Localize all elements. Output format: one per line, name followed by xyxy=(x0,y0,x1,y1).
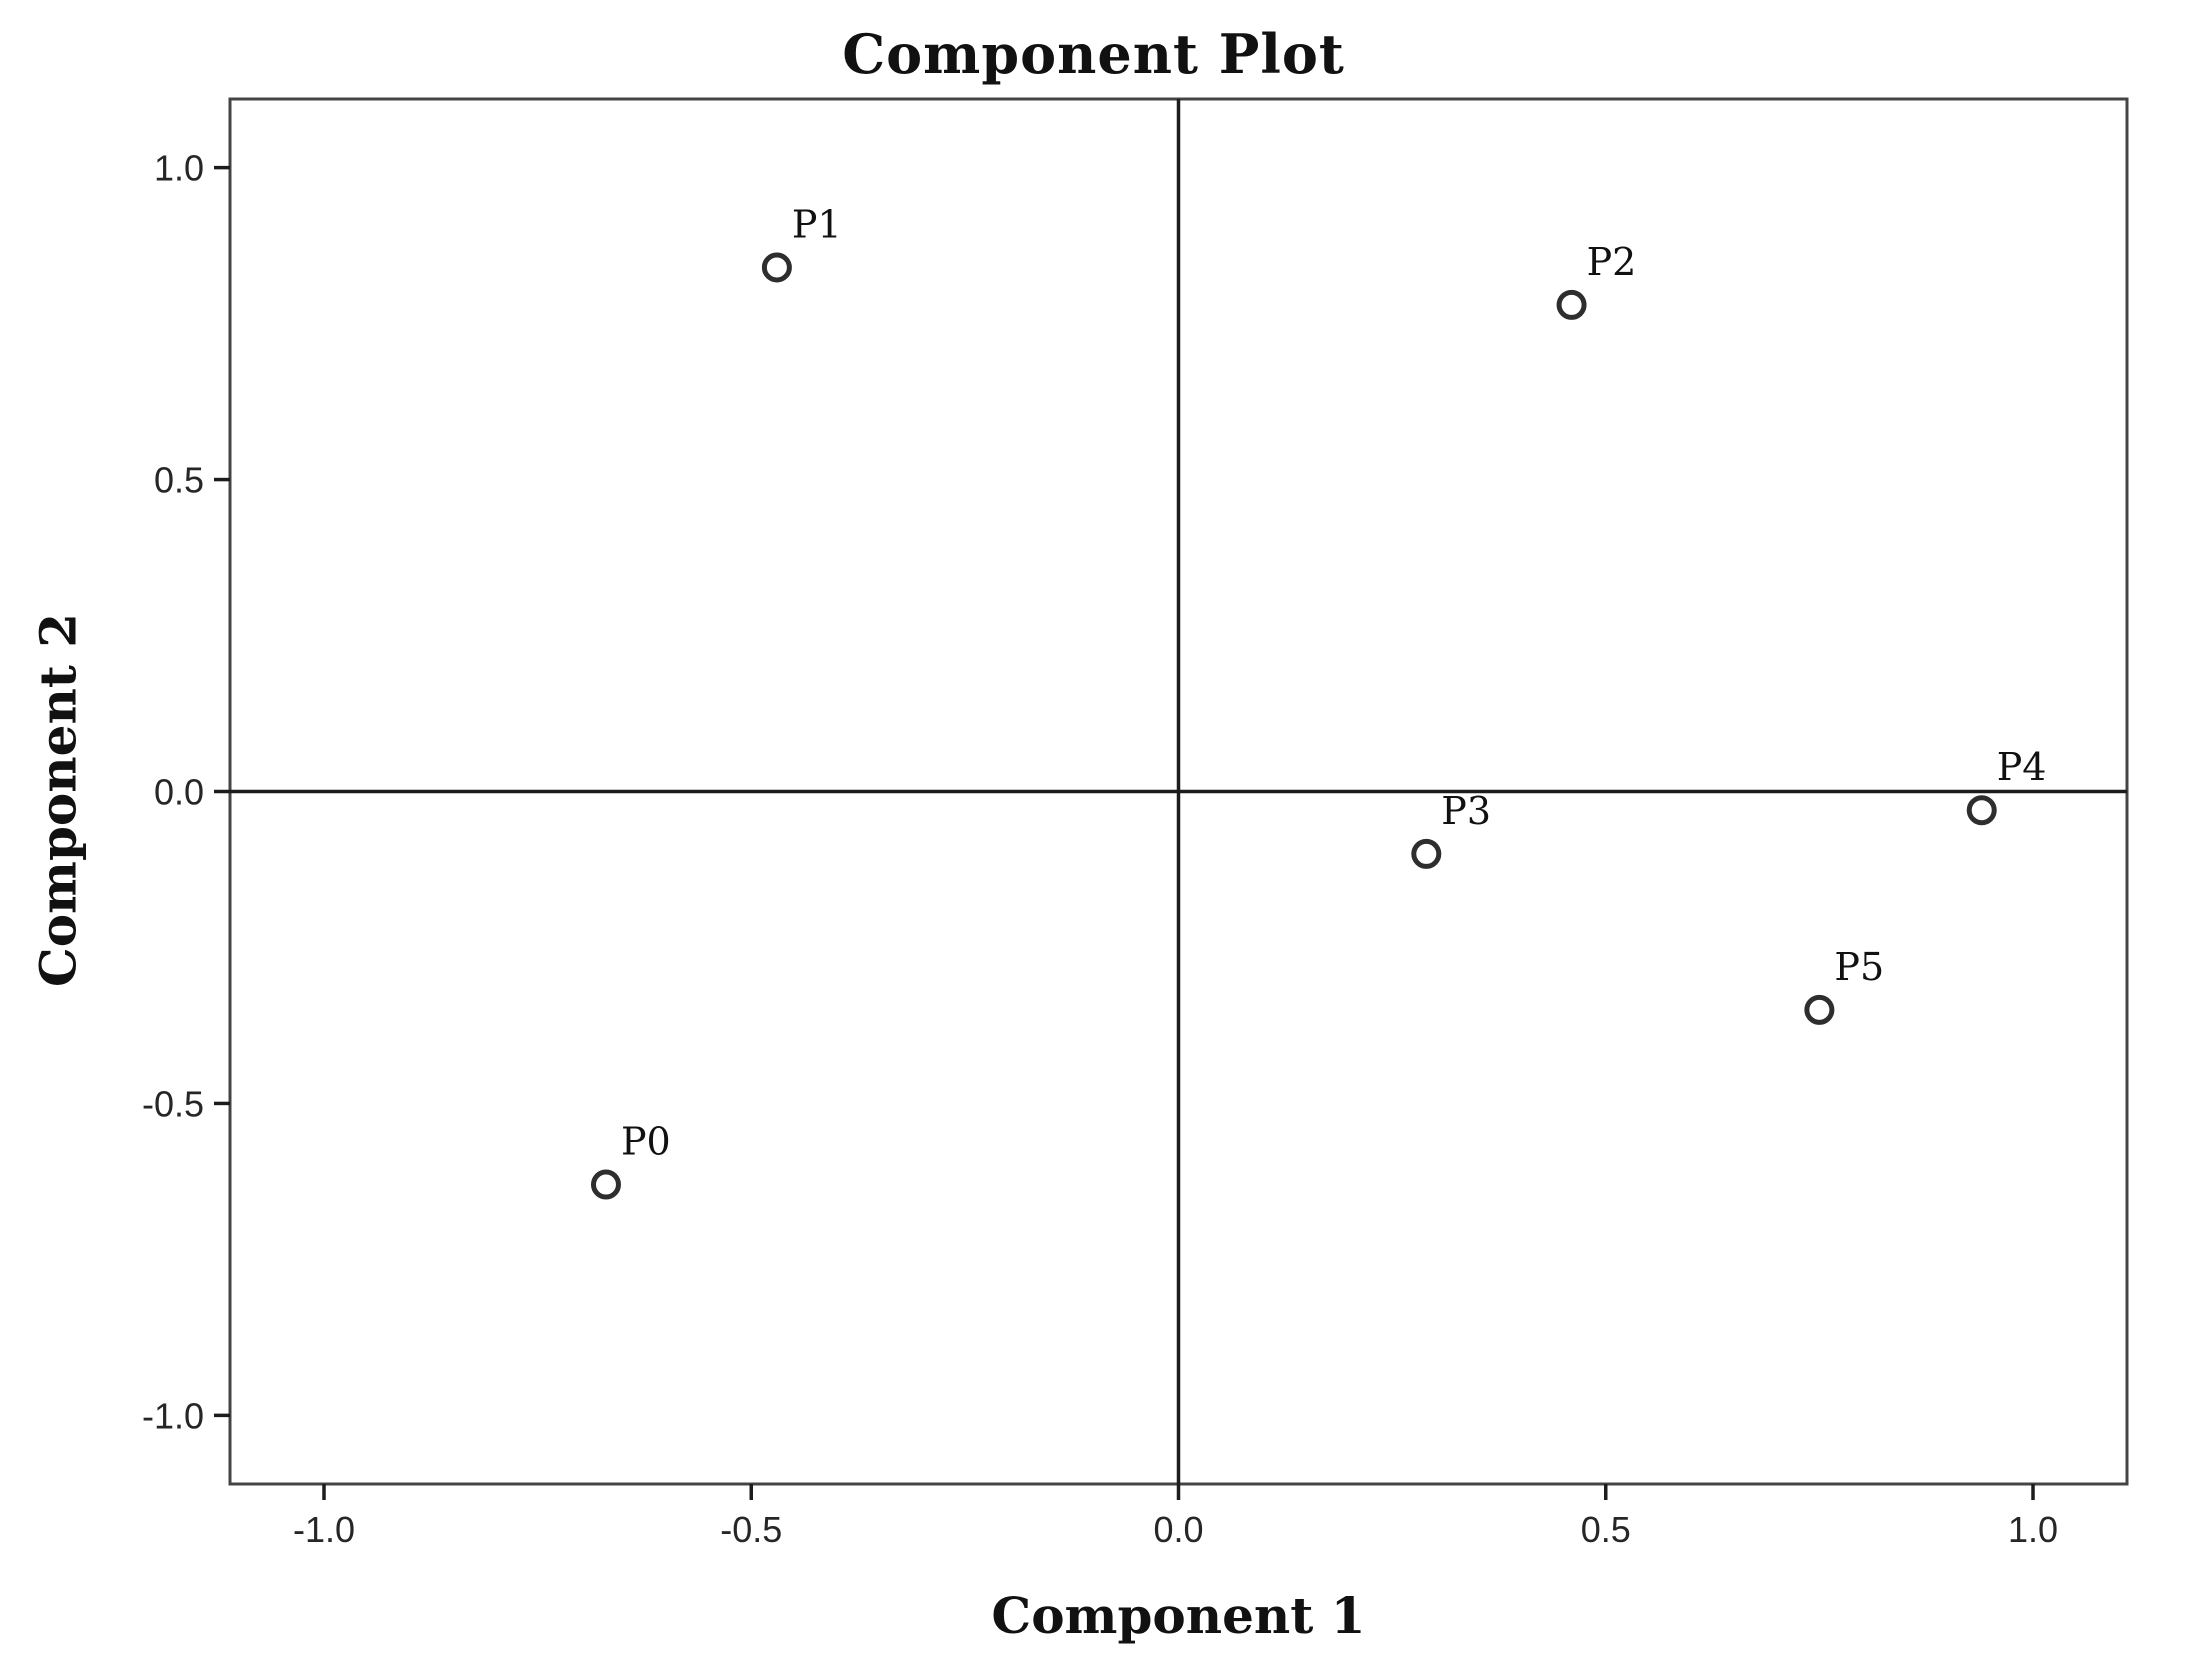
data-point-label-P2: P2 xyxy=(1587,240,1637,284)
y-axis-tick-label: 0.5 xyxy=(154,460,204,501)
x-axis-tick-label: 0.5 xyxy=(1581,1509,1631,1550)
x-axis-tick-label: 0.0 xyxy=(1153,1509,1203,1550)
data-point-label-P1: P1 xyxy=(792,202,842,246)
x-axis-tick-label: 1.0 xyxy=(2008,1509,2058,1550)
y-axis-tick-label: 0.0 xyxy=(154,772,204,813)
data-point-marker-P3 xyxy=(1411,838,1442,869)
chart-title: Component Plot xyxy=(842,22,1345,86)
data-point-label-P4: P4 xyxy=(1997,745,2047,789)
y-axis-tick-label: -0.5 xyxy=(142,1083,204,1124)
data-point-marker-P1 xyxy=(761,252,792,283)
x-axis-title: Component 1 xyxy=(991,1586,1366,1645)
y-axis-tick-label: 1.0 xyxy=(154,148,204,189)
data-point-marker-P0 xyxy=(590,1169,621,1200)
x-axis-tick-label: -1.0 xyxy=(293,1509,355,1550)
data-point-marker-P5 xyxy=(1804,994,1835,1025)
data-point-label-P5: P5 xyxy=(1834,945,1884,989)
y-axis-title: Component 2 xyxy=(28,612,88,988)
data-point-label-P3: P3 xyxy=(1441,789,1491,833)
data-point-marker-P4 xyxy=(1966,795,1997,826)
data-point-label-P0: P0 xyxy=(621,1120,671,1164)
x-axis-tick-label: -0.5 xyxy=(720,1509,782,1550)
data-point-marker-P2 xyxy=(1556,289,1587,320)
y-axis-tick-label: -1.0 xyxy=(142,1395,204,1436)
